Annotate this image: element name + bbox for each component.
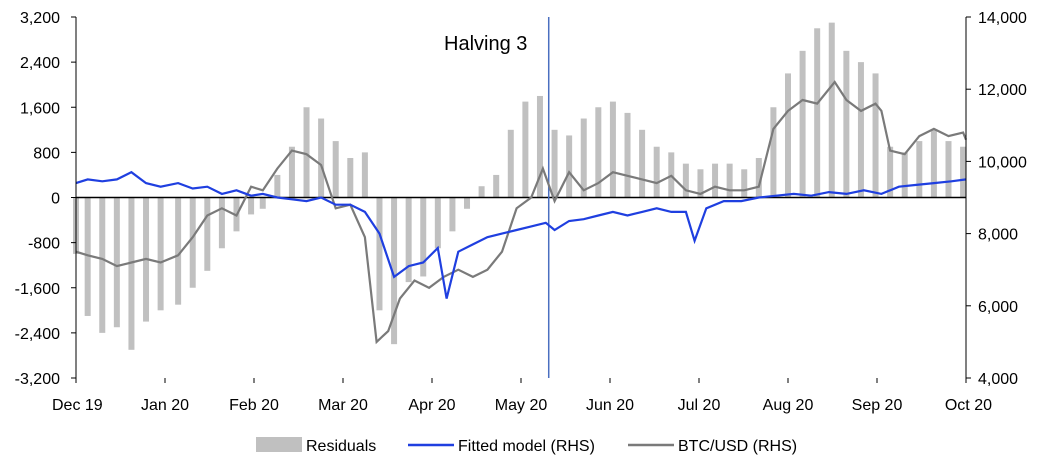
residual-bar bbox=[930, 129, 937, 198]
left-tick-label: 1,600 bbox=[20, 100, 60, 117]
left-tick-label: 3,200 bbox=[20, 10, 60, 27]
x-tick-label: Jun 20 bbox=[586, 397, 634, 414]
legend-label-fitted: Fitted model (RHS) bbox=[458, 438, 595, 455]
legend-label-residuals: Residuals bbox=[306, 438, 376, 455]
residual-bar bbox=[624, 112, 631, 198]
left-tick-label: 0 bbox=[51, 191, 60, 208]
residual-bar bbox=[493, 174, 500, 198]
left-tick-label: -1,600 bbox=[15, 281, 60, 298]
right-tick-label: 4,000 bbox=[978, 371, 1018, 388]
residual-bar bbox=[157, 197, 164, 311]
residual-bar bbox=[814, 28, 821, 198]
residual-bar bbox=[248, 197, 255, 215]
residual-bar bbox=[347, 158, 354, 198]
residual-bar bbox=[536, 95, 543, 198]
residual-bar bbox=[507, 129, 514, 198]
left-tick-label: 800 bbox=[33, 145, 60, 162]
residual-bar bbox=[449, 197, 456, 232]
residual-bar bbox=[128, 197, 135, 350]
residual-bar bbox=[478, 186, 485, 198]
residual-bar bbox=[785, 73, 791, 198]
residual-bar bbox=[288, 146, 295, 198]
halving-annotation: Halving 3 bbox=[444, 33, 527, 55]
btc-usd-line bbox=[75, 80, 968, 345]
legend: Residuals Fitted model (RHS) BTC/USD (RHS) bbox=[256, 437, 797, 455]
residual-bar bbox=[391, 197, 398, 345]
residual-bar bbox=[726, 163, 733, 198]
x-axis-ticks: Dec 19 Jan 20 Feb 20 Mar 20 Apr 20 May 20 Jun … bbox=[52, 378, 992, 414]
left-tick-label: 2,400 bbox=[20, 55, 60, 72]
residual-bar bbox=[405, 197, 412, 283]
residual-bar bbox=[770, 107, 777, 198]
residual-bar bbox=[84, 197, 91, 316]
residual-bar bbox=[639, 129, 646, 198]
residual-bar bbox=[916, 141, 923, 198]
residual-bar bbox=[741, 169, 748, 198]
right-axis-ticks: 14,000 12,000 10,000 8,000 6,000 4,000 bbox=[966, 10, 1027, 388]
residual-bar bbox=[566, 135, 573, 198]
residual-bar bbox=[376, 197, 383, 311]
residual-bar bbox=[259, 197, 266, 209]
x-tick-label: Sep 20 bbox=[852, 397, 903, 414]
residual-bar bbox=[420, 197, 427, 277]
x-tick-label: Aug 20 bbox=[763, 397, 814, 414]
residual-bar bbox=[218, 197, 225, 249]
residual-bar bbox=[653, 146, 660, 198]
right-tick-label: 8,000 bbox=[978, 227, 1018, 244]
residual-bar bbox=[682, 163, 689, 198]
residual-bar bbox=[303, 107, 310, 198]
residual-bar bbox=[204, 197, 211, 271]
residual-bar bbox=[113, 197, 120, 328]
residual-bar bbox=[872, 73, 879, 198]
residual-bar bbox=[887, 146, 894, 198]
x-tick-label: Oct 20 bbox=[945, 397, 992, 414]
legend-swatch-residuals bbox=[256, 437, 302, 452]
left-tick-label: -3,200 bbox=[15, 371, 60, 388]
line-series bbox=[75, 80, 968, 345]
residual-bar bbox=[945, 141, 952, 198]
residual-bar bbox=[901, 152, 908, 198]
residual-bar bbox=[697, 169, 704, 198]
residual-bar bbox=[712, 163, 719, 198]
fitted-model-line bbox=[75, 170, 967, 299]
residual-bar bbox=[828, 22, 835, 198]
residual-bar bbox=[960, 146, 967, 198]
x-tick-label: Feb 20 bbox=[229, 397, 279, 414]
residual-bar bbox=[857, 62, 864, 198]
right-tick-label: 6,000 bbox=[978, 299, 1018, 316]
x-tick-label: Dec 19 bbox=[52, 397, 103, 414]
residual-bar bbox=[464, 197, 471, 209]
residual-bar bbox=[551, 129, 558, 198]
x-tick-label: May 20 bbox=[495, 397, 548, 414]
residual-bar bbox=[318, 118, 325, 198]
x-tick-label: Jul 20 bbox=[678, 397, 721, 414]
left-tick-label: -800 bbox=[28, 236, 60, 253]
right-tick-label: 10,000 bbox=[978, 154, 1027, 171]
right-tick-label: 14,000 bbox=[978, 10, 1027, 27]
residual-bar bbox=[332, 141, 339, 198]
residual-bar bbox=[580, 118, 587, 198]
left-tick-label: -2,400 bbox=[15, 326, 60, 343]
residual-bar bbox=[609, 101, 616, 198]
legend-label-btc: BTC/USD (RHS) bbox=[678, 438, 797, 455]
residual-bar bbox=[189, 197, 196, 288]
residual-bar bbox=[99, 197, 106, 333]
residual-bar bbox=[799, 50, 806, 198]
residual-bar bbox=[843, 50, 850, 198]
x-tick-label: Mar 20 bbox=[318, 397, 368, 414]
residual-bar bbox=[361, 152, 368, 198]
right-tick-label: 12,000 bbox=[978, 82, 1027, 99]
x-tick-label: Jan 20 bbox=[141, 397, 189, 414]
residual-bar bbox=[175, 197, 182, 305]
x-tick-label: Apr 20 bbox=[408, 397, 455, 414]
halving-marker: Halving 3 bbox=[444, 17, 550, 378]
residual-bar bbox=[434, 197, 441, 249]
residual-bar bbox=[274, 174, 281, 198]
residual-bar bbox=[755, 158, 762, 198]
residual-bar bbox=[595, 107, 602, 198]
left-axis-ticks: 3,200 2,400 1,600 800 0 -800 -1,600 -2,400 -3,20… bbox=[15, 10, 76, 388]
residual-bar bbox=[522, 101, 529, 198]
